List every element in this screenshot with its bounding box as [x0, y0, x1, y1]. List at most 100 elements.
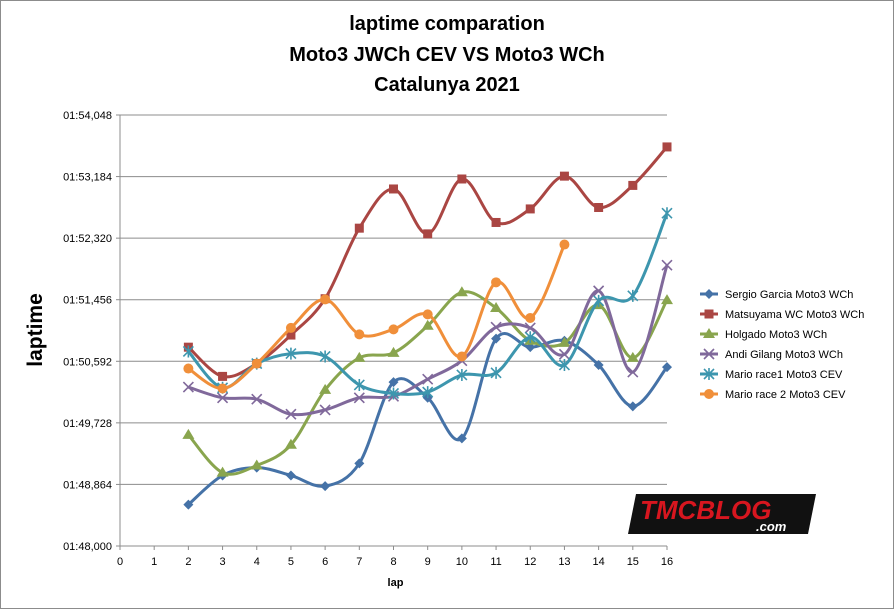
data-point — [491, 217, 501, 227]
data-point — [661, 207, 673, 220]
data-point — [217, 383, 228, 394]
x-tick-label: 1 — [151, 556, 157, 568]
data-point — [524, 331, 536, 344]
data-point — [594, 202, 604, 212]
legend-entry-5: Mario race 2 Moto3 CEV — [725, 389, 846, 401]
chart-title-line-2: Moto3 JWCh CEV VS Moto3 WCh — [289, 44, 605, 66]
y-tick-label: 01:48,864 — [63, 479, 112, 491]
data-point — [422, 309, 433, 320]
y-axis-label: laptime — [24, 293, 47, 367]
data-point — [354, 329, 365, 340]
x-axis-label: lap — [388, 577, 404, 589]
data-point — [593, 359, 604, 370]
data-point — [559, 171, 569, 181]
x-tick-label: 14 — [593, 556, 605, 568]
data-point — [626, 351, 639, 362]
data-point — [627, 401, 638, 412]
data-point — [389, 184, 398, 194]
data-point — [319, 350, 331, 363]
x-tick-label: 13 — [558, 556, 570, 568]
legend-entry-0: Sergio Garcia Moto3 WCh — [725, 289, 853, 301]
data-point — [285, 347, 297, 360]
data-point — [251, 358, 262, 369]
y-tick-label: 01:48,000 — [63, 541, 112, 553]
legend-marker — [703, 368, 715, 380]
x-tick-label: 8 — [390, 556, 396, 568]
y-tick-label: 01:51,456 — [63, 295, 112, 307]
x-tick-label: 11 — [490, 556, 501, 568]
data-point — [423, 229, 433, 239]
data-point — [251, 393, 263, 405]
x-tick-label: 15 — [627, 556, 639, 568]
data-point — [250, 459, 263, 470]
data-point — [353, 351, 366, 362]
data-point — [593, 285, 605, 297]
data-point — [558, 358, 571, 371]
data-point — [388, 377, 399, 388]
data-point — [456, 368, 468, 381]
data-point — [490, 301, 503, 312]
data-point — [387, 387, 400, 400]
x-tick-label: 10 — [456, 556, 468, 568]
data-point — [182, 428, 195, 439]
data-point — [216, 392, 229, 404]
data-point — [422, 373, 434, 385]
data-point — [558, 336, 571, 347]
data-point — [456, 351, 467, 362]
y-tick-label: 01:54,048 — [63, 110, 112, 122]
logo-suffix: .com — [756, 519, 787, 534]
data-point — [285, 322, 296, 333]
legend-marker — [704, 389, 714, 399]
data-point — [628, 180, 638, 190]
y-tick-label: 01:50,592 — [63, 356, 112, 368]
data-point — [490, 321, 502, 333]
data-point — [183, 363, 194, 374]
data-point — [422, 386, 434, 399]
tmcblog-logo: TMCBLOG .com — [628, 494, 816, 534]
data-point — [525, 312, 536, 323]
data-point — [524, 322, 536, 334]
chart-title-line-1: laptime comparation — [349, 13, 545, 35]
data-point — [593, 294, 605, 307]
series-line-1 — [187, 145, 669, 379]
legend-marker — [703, 328, 715, 338]
legend-entry-4: Mario race1 Moto3 CEV — [725, 369, 843, 381]
data-point — [284, 438, 297, 449]
data-point — [491, 277, 502, 288]
data-point — [216, 466, 229, 477]
y-tick-label: 01:52,320 — [63, 233, 112, 245]
legend-marker — [704, 289, 714, 299]
data-point — [183, 499, 194, 510]
data-point — [627, 289, 639, 302]
data-point — [662, 142, 672, 152]
x-tick-label: 2 — [185, 556, 191, 568]
x-tick-label: 9 — [425, 556, 431, 568]
data-point — [320, 294, 331, 305]
legend-entry-1: Matsuyama WC Moto3 WCh — [725, 309, 864, 321]
data-point — [456, 433, 467, 444]
x-tick-label: 7 — [356, 556, 362, 568]
x-tick-label: 6 — [322, 556, 328, 568]
data-point — [218, 371, 228, 381]
data-point — [558, 348, 571, 360]
series-line-5 — [187, 243, 566, 391]
data-point — [490, 366, 502, 379]
data-point — [353, 378, 365, 391]
data-point — [661, 294, 673, 305]
data-point — [525, 204, 535, 214]
x-tick-label: 5 — [288, 556, 294, 568]
data-point — [559, 239, 570, 250]
data-point — [286, 330, 296, 340]
logo-text: TMCBLOG — [640, 495, 771, 525]
data-point — [455, 286, 468, 297]
data-point — [182, 381, 194, 393]
data-point — [319, 383, 332, 394]
data-point — [661, 259, 673, 271]
data-point — [319, 404, 331, 416]
data-point — [285, 470, 296, 481]
x-tick-label: 4 — [254, 556, 260, 568]
data-point — [457, 174, 467, 184]
legend-entry-2: Holgado Moto3 WCh — [725, 329, 827, 341]
x-tick-label: 12 — [524, 556, 536, 568]
